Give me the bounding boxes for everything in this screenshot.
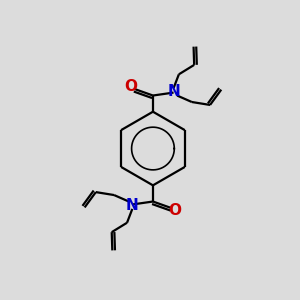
- Text: O: O: [124, 79, 137, 94]
- Text: N: N: [125, 198, 138, 213]
- Text: O: O: [169, 203, 182, 218]
- Text: N: N: [168, 85, 181, 100]
